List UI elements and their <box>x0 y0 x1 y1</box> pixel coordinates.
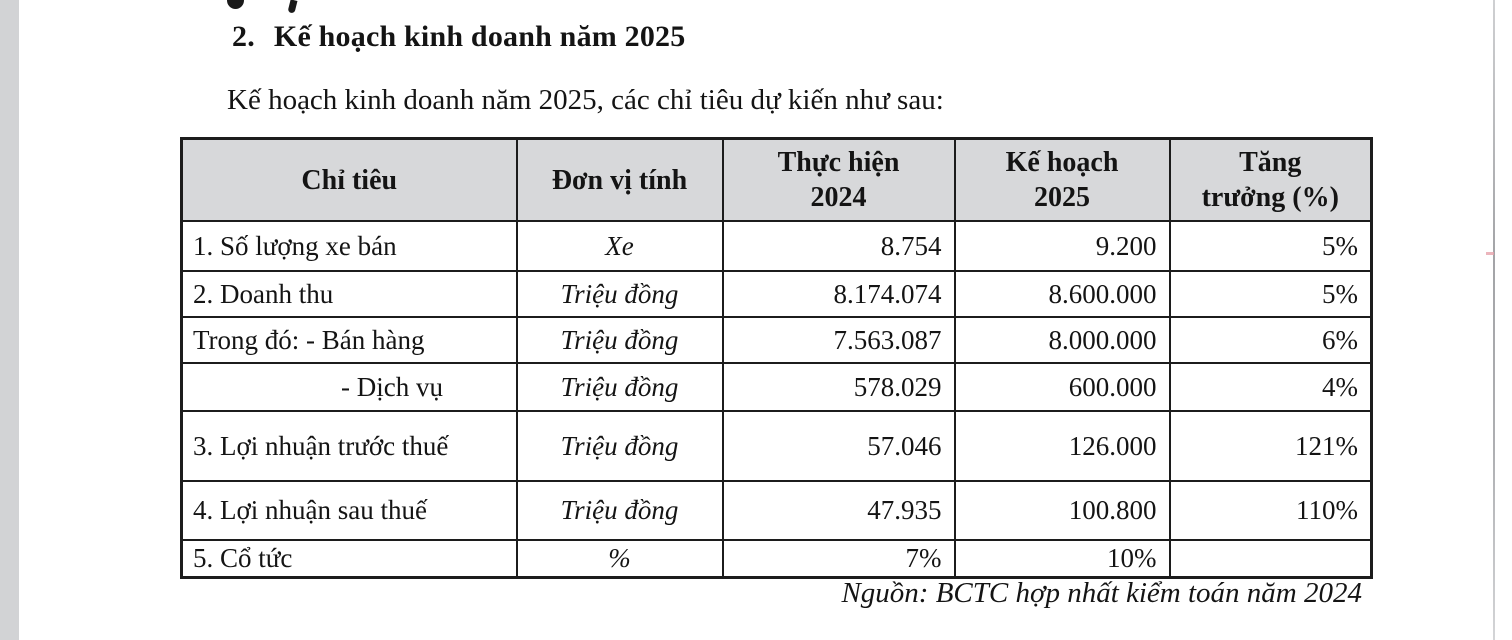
unit-cell: Triệu đồng <box>515 480 724 541</box>
actual-2024-cell: 57.046 <box>721 410 956 482</box>
growth-cell: 121% <box>1168 410 1373 482</box>
section-heading-text: Kế hoạch kinh doanh năm 2025 <box>273 20 686 53</box>
table-row: 3. Lợi nhuận trước thuế Triệu đồng 57.04… <box>180 410 1373 482</box>
section-heading-number: 2. <box>232 20 255 53</box>
scan-artifact-mark <box>1486 252 1494 255</box>
indicator-cell: 2. Doanh thu <box>180 270 518 318</box>
indicator-cell: 4. Lợi nhuận sau thuế <box>180 480 518 541</box>
source-note: Nguồn: BCTC hợp nhất kiểm toán năm 2024 <box>841 577 1362 609</box>
column-header-indicator: Chỉ tiêu <box>180 137 518 222</box>
column-header-actual-2024: Thực hiện 2024 <box>721 137 956 222</box>
actual-2024-cell: 7.563.087 <box>721 316 956 364</box>
business-plan-table: Chỉ tiêu Đơn vị tính Thực hiện 2024 Kế h… <box>180 137 1373 579</box>
indicator-cell: - Dịch vụ <box>180 362 518 412</box>
indicator-cell: 1. Số lượng xe bán <box>180 220 518 272</box>
table-row: Trong đó: - Bán hàng Triệu đồng 7.563.08… <box>180 316 1373 364</box>
indicator-cell: 5. Cổ tức <box>180 539 518 578</box>
growth-cell: 6% <box>1168 316 1373 364</box>
unit-cell: Triệu đồng <box>515 316 724 364</box>
column-header-unit: Đơn vị tính <box>515 137 724 222</box>
actual-2024-cell: 7% <box>721 539 956 578</box>
actual-2024-cell: 8.754 <box>721 220 956 272</box>
cropped-text-fragment <box>287 0 298 14</box>
growth-cell: 110% <box>1168 480 1373 541</box>
scan-left-margin-strip <box>0 0 19 640</box>
intro-text: Kế hoạch kinh doanh năm 2025, các chỉ ti… <box>227 84 944 116</box>
plan-2025-cell: 9.200 <box>953 220 1171 272</box>
table-row: 4. Lợi nhuận sau thuế Triệu đồng 47.935 … <box>180 480 1373 541</box>
table-row: 1. Số lượng xe bán Xe 8.754 9.200 5% <box>180 220 1373 272</box>
table-row: - Dịch vụ Triệu đồng 578.029 600.000 4% <box>180 362 1373 412</box>
unit-cell: % <box>515 539 724 578</box>
actual-2024-cell: 578.029 <box>721 362 956 412</box>
indicator-cell: Trong đó: - Bán hàng <box>180 316 518 364</box>
section-heading: 2. Kế hoạch kinh doanh năm 2025 <box>232 20 685 54</box>
scan-right-page-edge <box>1493 0 1495 640</box>
growth-cell: 5% <box>1168 270 1373 318</box>
column-header-growth: Tăng trưởng (%) <box>1168 137 1373 222</box>
unit-cell: Triệu đồng <box>515 410 724 482</box>
plan-2025-cell: 126.000 <box>953 410 1171 482</box>
unit-cell: Xe <box>515 220 724 272</box>
actual-2024-cell: 8.174.074 <box>721 270 956 318</box>
table-row: 5. Cổ tức % 7% 10% <box>180 539 1373 578</box>
plan-2025-cell: 8.600.000 <box>953 270 1171 318</box>
plan-2025-cell: 600.000 <box>953 362 1171 412</box>
plan-2025-cell: 100.800 <box>953 480 1171 541</box>
column-header-plan-2025: Kế hoạch 2025 <box>953 137 1171 222</box>
actual-2024-cell: 47.935 <box>721 480 956 541</box>
cropped-text-fragment <box>227 0 244 9</box>
unit-cell: Triệu đồng <box>515 270 724 318</box>
plan-2025-cell: 8.000.000 <box>953 316 1171 364</box>
growth-cell: 5% <box>1168 220 1373 272</box>
plan-2025-cell: 10% <box>953 539 1171 578</box>
growth-cell <box>1168 539 1373 578</box>
table-header-row: Chỉ tiêu Đơn vị tính Thực hiện 2024 Kế h… <box>180 137 1373 222</box>
table-row: 2. Doanh thu Triệu đồng 8.174.074 8.600.… <box>180 270 1373 318</box>
indicator-cell: 3. Lợi nhuận trước thuế <box>180 410 518 482</box>
unit-cell: Triệu đồng <box>515 362 724 412</box>
growth-cell: 4% <box>1168 362 1373 412</box>
